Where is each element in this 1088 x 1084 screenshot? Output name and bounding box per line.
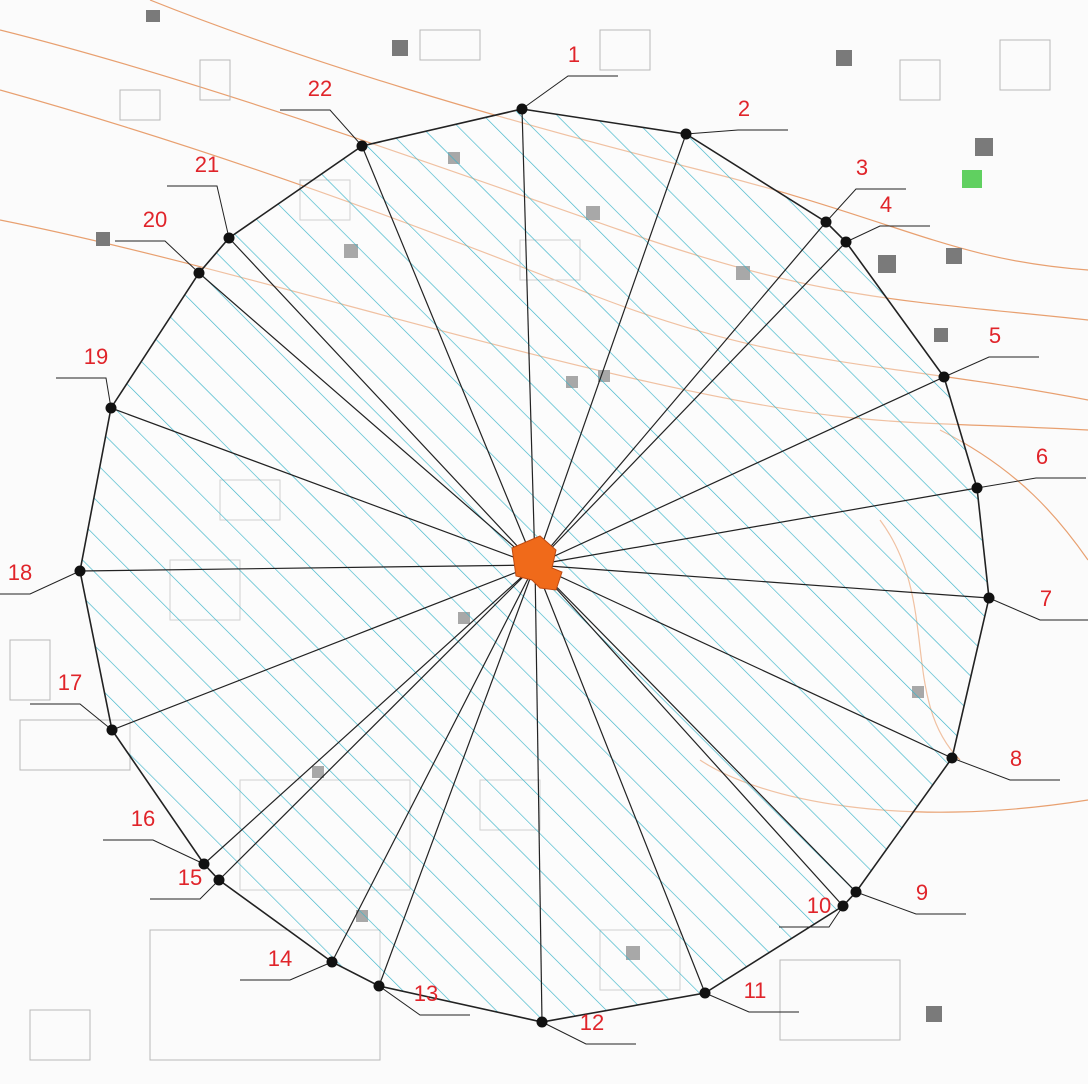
point <box>74 565 86 577</box>
rays <box>79 108 990 1023</box>
leader-line <box>115 240 200 274</box>
point-label: 15 <box>178 865 202 890</box>
leader-line <box>280 109 363 147</box>
ray <box>534 376 945 566</box>
ray <box>218 564 536 881</box>
leader-line <box>825 188 906 223</box>
point-label: 21 <box>195 152 219 177</box>
leader-line <box>521 75 618 110</box>
point <box>938 371 950 383</box>
ray <box>534 564 990 599</box>
point <box>837 900 849 912</box>
point-label: 20 <box>143 207 167 232</box>
point-label: 6 <box>1036 444 1048 469</box>
point-label: 16 <box>131 806 155 831</box>
point <box>198 858 210 870</box>
leader-line <box>30 703 113 731</box>
point-label: 18 <box>8 560 32 585</box>
ray <box>111 564 536 731</box>
leader-line <box>704 992 799 1013</box>
leader-line <box>240 961 333 981</box>
leader-line <box>167 185 230 239</box>
point-label: 14 <box>268 946 292 971</box>
point-label: 19 <box>84 344 108 369</box>
ray <box>534 221 827 566</box>
point-label: 3 <box>856 155 868 180</box>
leader-line <box>943 356 1039 378</box>
source-building <box>511 535 563 591</box>
leader-line <box>103 839 205 865</box>
point <box>106 724 118 736</box>
leader-line <box>685 129 788 135</box>
point-label: 1 <box>568 42 580 67</box>
point-label: 5 <box>989 323 1001 348</box>
ray <box>228 237 536 566</box>
ray <box>534 133 687 566</box>
ray <box>331 564 536 963</box>
point-label: 12 <box>580 1010 604 1035</box>
point <box>213 874 225 886</box>
ray <box>361 145 536 566</box>
point-label: 17 <box>58 670 82 695</box>
ray <box>534 564 844 907</box>
leader-line <box>845 225 930 243</box>
point-label: 2 <box>738 96 750 121</box>
point-label: 7 <box>1040 586 1052 611</box>
point-label: 11 <box>744 978 767 1003</box>
point-label: 4 <box>880 192 892 217</box>
leader-line <box>855 891 966 915</box>
point <box>356 140 368 152</box>
point-label: 13 <box>414 981 438 1006</box>
point <box>699 987 711 999</box>
leader-line <box>56 377 112 409</box>
point <box>983 592 995 604</box>
point-label: 22 <box>308 76 332 101</box>
ray <box>534 564 953 759</box>
point <box>946 752 958 764</box>
point <box>820 216 832 228</box>
ray <box>378 564 536 987</box>
green-marker <box>962 170 982 188</box>
leader-line <box>951 757 1060 781</box>
point <box>373 980 385 992</box>
point <box>680 128 692 140</box>
point <box>105 402 117 414</box>
leader-line <box>976 477 1086 489</box>
ray <box>110 407 536 566</box>
ray <box>521 108 536 566</box>
ray <box>534 564 857 893</box>
point <box>536 1016 548 1028</box>
ray <box>534 564 706 994</box>
ray <box>79 564 536 572</box>
point-label: 10 <box>807 893 831 918</box>
leader-line <box>0 570 81 595</box>
leader-line <box>779 905 844 928</box>
ray <box>534 564 543 1023</box>
ray <box>534 241 847 566</box>
point <box>840 236 852 248</box>
point <box>850 886 862 898</box>
point <box>516 103 528 115</box>
point-label: 8 <box>1010 746 1022 771</box>
leader-line <box>541 1021 636 1045</box>
point <box>971 482 983 494</box>
point-label: 9 <box>916 880 928 905</box>
ray <box>534 487 978 566</box>
ray <box>198 272 536 566</box>
point <box>193 267 205 279</box>
leader-line <box>378 985 470 1016</box>
point <box>223 232 235 244</box>
leader-line <box>988 597 1088 621</box>
leader-line <box>150 879 220 900</box>
point <box>326 956 338 968</box>
ray <box>203 564 536 865</box>
